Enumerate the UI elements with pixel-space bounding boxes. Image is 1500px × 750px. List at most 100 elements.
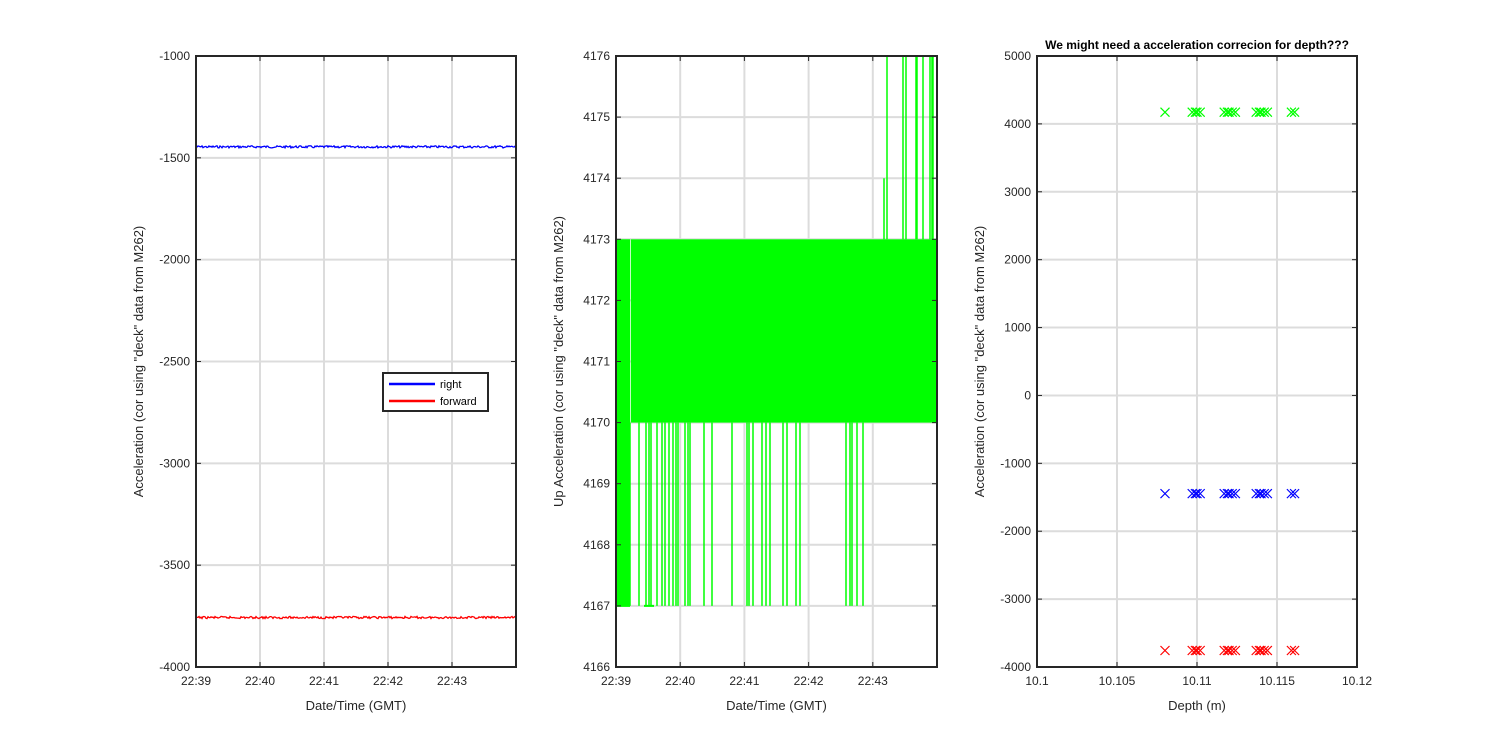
x-tick-label: 10.115 [1259,674,1295,688]
scatter-point [1190,488,1201,499]
y-tick-label: -4000 [1000,660,1031,674]
scatter-point [1251,107,1262,118]
scatter-point [1160,488,1170,499]
scatter-series-1 [1160,488,1300,499]
x-tick-label: 22:43 [858,674,888,688]
scatter-point [1289,645,1300,656]
x-tick-label: 10.105 [1099,674,1136,688]
scatter-point [1192,645,1202,656]
scatter-point [1187,488,1198,499]
y-tick-label: 1000 [1004,321,1031,335]
y-tick-label: -2000 [1000,524,1031,538]
scatter-point [1219,107,1230,118]
x-tick-label: 10.11 [1182,674,1211,688]
scatter-point [1222,107,1233,118]
scatter-point [1289,488,1300,499]
chart-panel-1: 22:39 22:40 22:41 22:42 22:43 -1000 -1500 -2000… [131,49,517,713]
y-tick-label: -2500 [159,355,190,369]
scatter-series-2 [1160,645,1300,656]
y-tick-label: 4175 [583,110,610,124]
scatter-point [1286,645,1297,656]
y-axis-label: Up Acceleration (cor using "deck" data f… [551,216,566,507]
y-tick-label: -1000 [159,49,190,63]
scatter-point [1262,645,1273,656]
axes-box [195,55,517,668]
scatter-point [1192,488,1202,499]
y-tick-label: -3500 [159,558,190,572]
y-tick-label: 4166 [583,660,610,674]
scatter-point [1222,488,1233,499]
scatter-point [1262,107,1273,118]
y-tick-label: -2000 [159,253,190,267]
scatter-point [1227,488,1238,499]
chart-panel-2: 22:39 22:40 22:41 22:42 22:43 4176 4175 4174 417… [551,49,938,713]
y-tick-label: 4171 [583,355,610,369]
y-tick-label: 2000 [1004,253,1031,267]
y-tick-label: -1500 [159,151,190,165]
y-tick-label: -4000 [159,660,190,674]
scatter-series-0 [1160,107,1300,118]
scatter-point [1230,488,1241,499]
x-axis-label: Depth (m) [1168,698,1226,713]
scatter-point [1227,107,1238,118]
y-tick-label: 4176 [583,49,610,63]
scatter-point [1195,488,1206,499]
x-tick-label: 22:40 [245,674,275,688]
scatter-point [1254,107,1265,118]
scatter-point [1230,645,1241,656]
scatter-point [1219,488,1230,499]
y-axis-label: Acceleration (cor using "deck" data from… [972,226,987,498]
chart-title: We might need a acceleration correcion f… [1045,38,1349,52]
x-tick-label: 22:42 [794,674,824,688]
scatter-point [1289,107,1300,118]
y-tick-label: -1000 [1000,456,1031,470]
scatter-point [1259,488,1270,499]
x-tick-label: 10.1 [1025,674,1049,688]
y-tick-label: 4173 [583,232,610,246]
scatter-point [1254,645,1265,656]
y-tick-label: 4174 [583,171,610,185]
axes-box [1036,55,1358,668]
series-line-forward [195,615,517,620]
scatter-point [1251,488,1262,499]
y-tick-label: 4167 [583,599,610,613]
chart-panel-3: 10.1 10.105 10.11 10.115 10.12 5000 4000 3000 20… [972,38,1372,713]
x-tick-label: 22:43 [437,674,467,688]
scatter-point [1262,488,1273,499]
scatter-point [1230,107,1241,118]
scatter-point [1187,645,1198,656]
axes-box [615,55,938,668]
scatter-point [1190,645,1201,656]
x-tick-label: 22:40 [665,674,695,688]
scatter-point [1187,107,1198,118]
y-tick-label: 4172 [583,293,610,307]
legend: right forward [382,372,489,412]
y-tick-label: 5000 [1004,49,1031,63]
y-tick-label: 4170 [583,416,610,430]
scatter-point [1254,488,1265,499]
x-tick-label: 22:41 [729,674,759,688]
x-tick-label: 10.12 [1342,674,1372,688]
x-tick-label: 22:41 [309,674,339,688]
x-axis-label: Date/Time (GMT) [726,698,827,713]
scatter-point [1190,107,1201,118]
scatter-point [1222,645,1233,656]
scatter-point [1219,645,1230,656]
scatter-point [1286,107,1297,118]
y-tick-label: 4168 [583,538,610,552]
x-axis-label: Date/Time (GMT) [306,698,407,713]
grid-lines [195,55,516,668]
y-tick-label: 3000 [1004,185,1031,199]
scatter-point [1195,107,1206,118]
scatter-point [1259,107,1270,118]
y-tick-label: 4000 [1004,117,1031,131]
legend-label-right: right [440,379,461,391]
x-tick-label: 22:39 [601,674,631,688]
series-line-right [195,144,517,150]
scatter-point [1251,645,1262,656]
y-tick-label: 0 [1024,388,1031,402]
scatter-point [1227,645,1238,656]
scatter-point [1160,107,1170,118]
y-axis-label: Acceleration (cor using "deck" data from… [131,226,146,498]
scatter-point [1259,645,1270,656]
